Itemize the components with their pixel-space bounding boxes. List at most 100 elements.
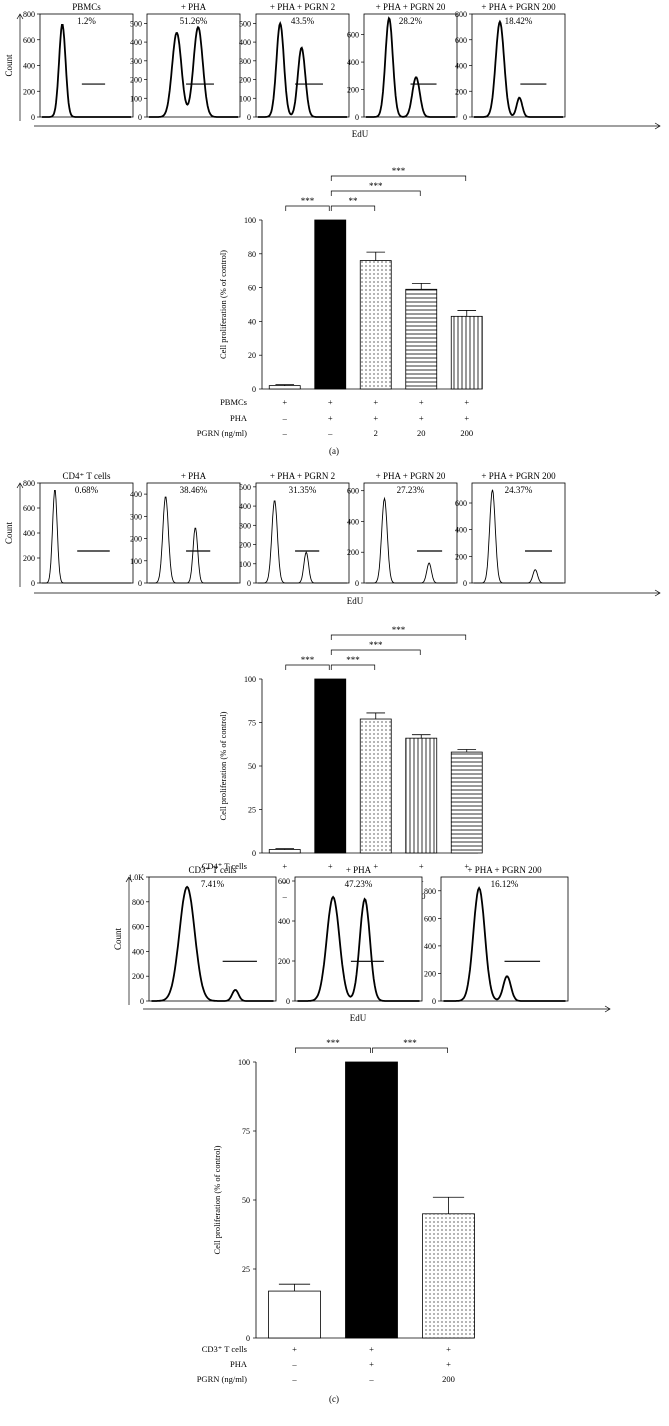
histogram-plot: + PHA + PGRN 200 18.42% 0 200 400 600 800 xyxy=(455,2,566,122)
gate-percent: 38.46% xyxy=(180,485,208,495)
count-axis-label: Count xyxy=(113,928,123,951)
y-tick-label: 300 xyxy=(239,521,251,530)
y-tick-label: 0 xyxy=(138,113,142,122)
y-tick-label: 100 xyxy=(244,675,256,684)
condition-row-label: PGRN (ng/ml) xyxy=(197,428,247,438)
histogram-curve xyxy=(148,496,239,584)
y-tick-label: 400 xyxy=(130,38,142,47)
y-axis-label: Cell proliferation (% of control) xyxy=(218,250,228,359)
bar-panel: 0 20 40 60 80 100 Cell proliferation (% of con… xyxy=(197,166,483,456)
plot-frame xyxy=(146,482,241,584)
gate-percent: 24.37% xyxy=(505,485,533,495)
condition-cell: 20 xyxy=(417,428,426,438)
y-tick-label: 200 xyxy=(278,957,290,966)
condition-cell: – xyxy=(282,891,288,901)
plot-title: + PHA xyxy=(181,2,207,12)
y-tick-label: 400 xyxy=(239,38,251,47)
plot-title: + PHA + PGRN 20 xyxy=(376,2,446,12)
y-tick-label: 400 xyxy=(23,529,35,538)
bar xyxy=(359,718,392,854)
bar xyxy=(422,1213,475,1339)
plot-title: + PHA xyxy=(346,865,372,875)
plot-frame xyxy=(255,13,350,118)
condition-cell: + xyxy=(419,397,424,407)
histogram-plot: CD4⁺ T cells 0.68% 0 200 400 600 800 xyxy=(23,471,134,588)
flow-panel: PBMCs 1.2% 0 200 400 600 800 + PHA 51.26% 0 100 200… xyxy=(4,2,661,139)
gate-percent: 16.12% xyxy=(491,879,519,889)
condition-cell: + xyxy=(419,413,424,423)
y-tick-label: 100 xyxy=(130,557,142,566)
count-axis-label: Count xyxy=(4,522,14,545)
count-arrow-head xyxy=(125,876,133,883)
y-tick-label: 800 xyxy=(424,887,436,896)
histogram-curve xyxy=(443,886,566,1002)
y-tick-label: 200 xyxy=(455,552,467,561)
y-tick-label: 20 xyxy=(248,351,256,360)
y-tick-label: 75 xyxy=(248,719,256,728)
bar xyxy=(268,849,301,854)
plot-frame xyxy=(148,876,277,1002)
condition-cell: 200 xyxy=(460,428,473,438)
count-arrow-head xyxy=(16,13,24,20)
y-tick-label: 200 xyxy=(239,76,251,85)
y-tick-label: 60 xyxy=(248,284,256,293)
condition-cell: + xyxy=(369,1359,374,1369)
y-tick-label: 200 xyxy=(23,87,35,96)
significance-label: *** xyxy=(392,166,406,176)
y-tick-label: 0 xyxy=(355,579,359,588)
edu-arrow-head xyxy=(604,1005,611,1013)
gate-percent: 1.2% xyxy=(77,16,96,26)
y-tick-label: 400 xyxy=(424,942,436,951)
y-tick-label: 0 xyxy=(138,579,142,588)
y-tick-label: 0 xyxy=(246,1334,250,1343)
y-tick-label: 400 xyxy=(23,62,35,71)
y-tick-label: 0 xyxy=(252,849,256,858)
condition-cell: + xyxy=(373,413,378,423)
bar xyxy=(405,288,438,390)
bar xyxy=(314,219,347,390)
significance-bracket xyxy=(330,634,467,640)
plot-title: + PHA + PGRN 200 xyxy=(481,2,556,12)
y-tick-label: 200 xyxy=(130,76,142,85)
bar xyxy=(345,1061,398,1339)
histogram-plot: + PHA + PGRN 2 31.35% 0 100 200 300 400 500 xyxy=(239,471,350,588)
y-tick-label: 50 xyxy=(242,1196,250,1205)
y-tick-label: 80 xyxy=(248,250,256,259)
condition-cell: – xyxy=(282,876,288,886)
count-axis-label: Count xyxy=(4,54,14,77)
y-tick-label: 600 xyxy=(23,36,35,45)
condition-cell: – xyxy=(291,1374,297,1384)
significance-bracket xyxy=(372,1047,448,1053)
plot-title: + PHA + PGRN 200 xyxy=(481,471,556,481)
condition-cell: – xyxy=(291,1359,297,1369)
y-axis-label: Cell proliferation (% of control) xyxy=(212,1145,222,1254)
y-tick-label: 800 xyxy=(23,479,35,488)
condition-row-label: PHA xyxy=(230,413,248,423)
condition-cell: + xyxy=(328,413,333,423)
significance-bracket xyxy=(330,175,467,181)
condition-cell: 200 xyxy=(442,1374,455,1384)
gate-percent: 0.68% xyxy=(75,485,99,495)
plot-title: + PHA + PGRN 2 xyxy=(270,2,335,12)
edu-arrow-head xyxy=(654,589,661,597)
y-tick-label: 1.0K xyxy=(128,873,144,882)
condition-cell: + xyxy=(446,1344,451,1354)
significance-label: ** xyxy=(349,196,359,206)
y-tick-label: 100 xyxy=(238,1058,250,1067)
bar xyxy=(359,260,392,390)
condition-cell: + xyxy=(373,397,378,407)
condition-cell: 2 xyxy=(374,428,378,438)
y-tick-label: 600 xyxy=(347,487,359,496)
histogram-plot: + PHA + PGRN 20 27.23% 0 200 400 600 xyxy=(347,471,458,588)
condition-row-label: PGRN (ng/ml) xyxy=(197,1374,247,1384)
plot-title: + PHA + PGRN 200 xyxy=(467,865,542,875)
y-tick-label: 600 xyxy=(347,31,359,40)
significance-label: *** xyxy=(326,1038,340,1048)
y-tick-label: 75 xyxy=(242,1127,250,1136)
gate-percent: 43.5% xyxy=(291,16,315,26)
condition-row-label: PHA xyxy=(230,1359,248,1369)
y-tick-label: 0 xyxy=(247,579,251,588)
gate-percent: 27.23% xyxy=(397,485,425,495)
significance-label: *** xyxy=(301,196,315,206)
